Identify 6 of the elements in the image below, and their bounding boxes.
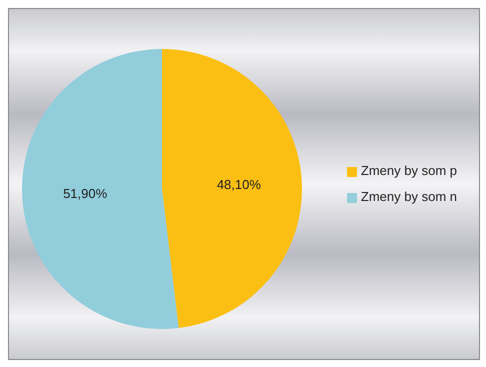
legend-label: Zmeny by som p [360,163,457,178]
data-label: 51,90% [63,186,108,202]
pie-slice [162,49,302,328]
legend-label: Zmeny by som n [360,189,457,204]
pie-slice [22,49,179,329]
data-label: 48,10% [216,176,262,192]
